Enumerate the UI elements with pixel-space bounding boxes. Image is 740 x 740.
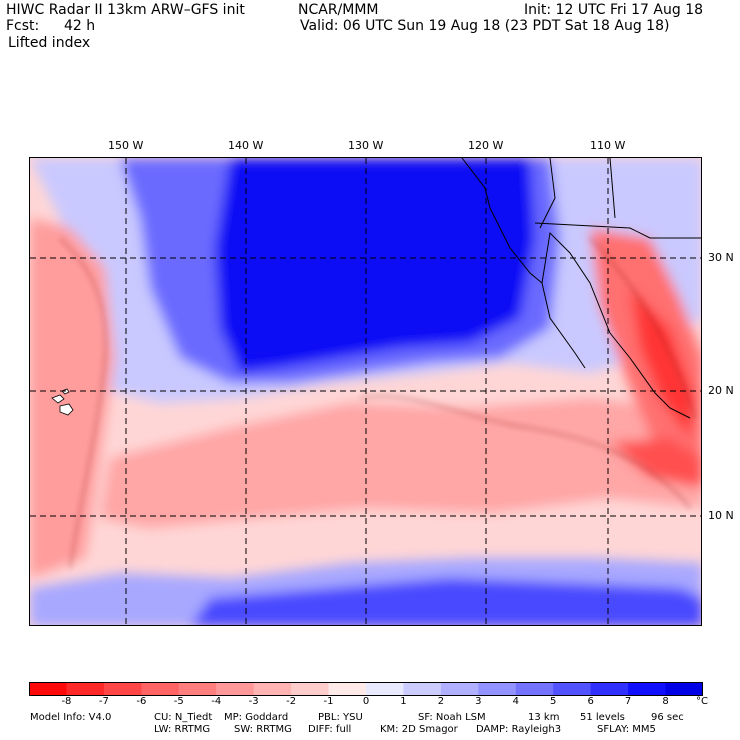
- cumulus-scheme: CU: N_Tiedt: [154, 712, 213, 723]
- surface-layer: SFLAY: MM5: [597, 724, 656, 735]
- contour-mexico: [589, 237, 696, 419]
- shortwave-scheme: SW: RRTMG: [234, 724, 292, 735]
- mexico-coastline: [609, 332, 691, 419]
- km-option: KM: 2D Smagor: [380, 724, 458, 735]
- colorbar-unit: °C: [696, 696, 708, 707]
- colorbar-swatch: [440, 682, 479, 696]
- colorbar-swatch: [253, 682, 292, 696]
- colorbar-swatch: [29, 682, 67, 696]
- colorbar-tick-label: -3: [248, 696, 259, 707]
- forecast-hour: 42 h: [64, 18, 96, 34]
- microphysics-scheme: MP: Goddard: [224, 712, 289, 723]
- colorbar-tick-label: -8: [61, 696, 72, 707]
- colorbar-tick-label: 3: [475, 696, 482, 707]
- resolution: 13 km: [528, 712, 560, 723]
- lat-label-20n: 20 N: [708, 384, 734, 397]
- us-mexico-border: [534, 222, 701, 239]
- colorbar-tick-label: 8: [662, 696, 669, 707]
- field-name: Lifted index: [8, 35, 91, 51]
- colorbar-swatch: [628, 682, 667, 696]
- western-unstable-zone: [30, 218, 115, 578]
- lon-label-130w: 130 W: [348, 139, 384, 152]
- map-graphic: [30, 158, 701, 625]
- colorbar-swatch: [515, 682, 554, 696]
- baja-west-coast: [541, 282, 586, 369]
- colorbar-tick-label: 0: [362, 696, 370, 707]
- colorbar-tick-label: -6: [136, 696, 147, 707]
- colorbar-swatch: [553, 682, 592, 696]
- lon-label-140w: 140 W: [228, 139, 264, 152]
- damping: DAMP: Rayleigh3: [476, 724, 562, 735]
- southern-stable-core: [191, 578, 701, 625]
- contour-tropical: [359, 395, 691, 509]
- colorbar-tick-label: 2: [437, 696, 445, 707]
- eastern-pacific-core: [610, 438, 701, 488]
- model-info: Model Info: V4.0: [30, 712, 112, 723]
- state-border-2: [609, 158, 616, 219]
- colorbar-swatch: [478, 682, 517, 696]
- lon-label-150w: 150 W: [108, 139, 144, 152]
- gulf-of-california: [541, 231, 611, 334]
- vertical-levels: 51 levels: [580, 712, 625, 723]
- lat-label-30n: 30 N: [708, 251, 734, 264]
- state-border: [539, 158, 556, 229]
- island-hawaii-big: [59, 403, 74, 416]
- colorbar-tick-label: -1: [323, 696, 334, 707]
- colorbar-swatch: [178, 682, 217, 696]
- lifted-index-map: [29, 157, 702, 626]
- surface-scheme: SF: Noah LSM: [418, 712, 486, 723]
- colorbar-swatch: [328, 682, 367, 696]
- mexico-unstable-core: [630, 288, 695, 438]
- stable-zone-core: [215, 158, 535, 373]
- colorbar-swatch: [216, 682, 255, 696]
- colorbar: [29, 681, 704, 696]
- lon-label-110w: 110 W: [590, 139, 626, 152]
- colorbar-tick-label: 4: [512, 696, 519, 707]
- colorbar-tick-label: -5: [173, 696, 184, 707]
- colorbar-tick-label: 7: [624, 696, 632, 707]
- colorbar-border: [29, 682, 703, 696]
- colorbar-swatch: [590, 682, 629, 696]
- colorbar-swatch: [366, 682, 404, 696]
- colorbar-swatch: [665, 682, 704, 696]
- lon-label-120w: 120 W: [468, 139, 504, 152]
- diffusion: DIFF: full: [308, 724, 352, 735]
- colorbar-swatch: [403, 682, 442, 696]
- colorbar-tick-label: -7: [98, 696, 109, 707]
- longwave-scheme: LW: RRTMG: [154, 724, 211, 735]
- product-title: HIWC Radar II 13km ARW–GFS init: [6, 2, 245, 18]
- colorbar-swatches: [29, 682, 704, 696]
- colorbar-tick-label: 6: [587, 696, 594, 707]
- colorbar-tick-label: 5: [550, 696, 557, 707]
- colorbar-tick-label: 1: [400, 696, 407, 707]
- forecast-label: Fcst:: [6, 18, 40, 34]
- colorbar-swatch: [103, 682, 142, 696]
- colorbar-tick-label: -4: [211, 696, 222, 707]
- colorbar-swatch: [66, 682, 105, 696]
- organization: NCAR/MMM: [298, 2, 379, 18]
- valid-time: Valid: 06 UTC Sun 19 Aug 18 (23 PDT Sat …: [300, 18, 670, 34]
- lat-label-10n: 10 N: [708, 509, 734, 522]
- tropical-unstable-band: [100, 398, 701, 528]
- contour-west: [59, 237, 106, 569]
- timestep: 96 sec: [651, 712, 684, 723]
- pbl-scheme: PBL: YSU: [318, 712, 363, 723]
- colorbar-tick-label: -2: [286, 696, 297, 707]
- colorbar-swatch: [291, 682, 330, 696]
- california-coastline: [461, 158, 543, 284]
- init-time: Init: 12 UTC Fri 17 Aug 18: [524, 2, 704, 18]
- colorbar-swatch: [141, 682, 180, 696]
- island-hawaii-nw: [51, 394, 65, 404]
